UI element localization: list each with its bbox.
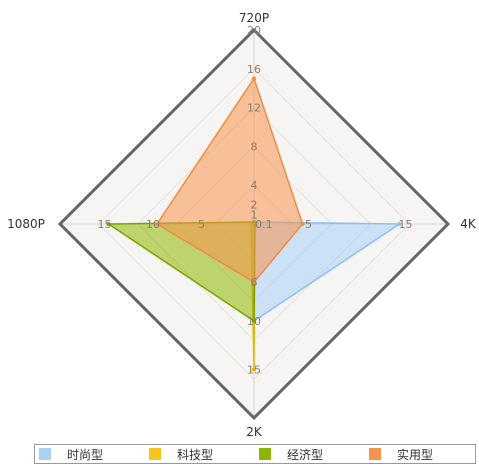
tick-label-1080p-2: 10 xyxy=(146,218,160,231)
tick-label-720p-6: 2 xyxy=(251,199,258,212)
tick-label-2k-3: 15 xyxy=(247,364,261,377)
legend-item-2: 科技型 xyxy=(145,446,255,463)
legend-item-4: 实用型 xyxy=(365,446,475,463)
legend-swatch xyxy=(369,448,381,460)
data-point-s4-4k xyxy=(300,222,305,226)
tick-label-4k-2: 5 xyxy=(305,218,312,231)
tick-label-720p-2: 16 xyxy=(247,63,261,76)
chart-legend: 时尚型 科技型 经济型 实用型 xyxy=(34,444,476,464)
axis-label-2k: 2K xyxy=(246,425,263,439)
tick-label-720p-5: 4 xyxy=(251,179,258,192)
data-point-s3-2k xyxy=(252,319,256,323)
legend-label: 实用型 xyxy=(397,447,434,462)
tick-label-720p-1: 20 xyxy=(247,24,261,37)
axis-label-4k: 4K xyxy=(460,217,477,231)
legend-swatch xyxy=(149,448,161,460)
data-point-s2-2k xyxy=(252,367,256,372)
legend-swatch xyxy=(259,448,271,460)
radar-chart: 20 16 12 8 4 210.1 5 15 6 10 15 5 10 15 720P 4K 2K 1080P xyxy=(7,11,477,439)
legend-item-3: 经济型 xyxy=(255,446,365,463)
plot-border xyxy=(57,27,451,421)
tick-label-720p-4: 8 xyxy=(251,140,258,153)
data-point-s3-1080p xyxy=(106,222,111,226)
tick-label-1080p-3: 15 xyxy=(98,218,112,231)
legend-swatch xyxy=(39,448,51,460)
axis-label-1080p: 1080P xyxy=(7,217,45,231)
tick-label-2k-1: 6 xyxy=(251,276,258,289)
legend-label: 经济型 xyxy=(287,447,324,462)
tick-label-1080p-1: 5 xyxy=(198,218,205,231)
tick-label-720p-3: 12 xyxy=(247,102,261,115)
legend-label: 时尚型 xyxy=(67,447,104,462)
tick-label-4k-1: 0.1 xyxy=(255,218,273,231)
data-point-s4-1080p xyxy=(155,222,159,226)
legend-label: 科技型 xyxy=(177,447,214,462)
axis-label-720p: 720P xyxy=(239,11,269,25)
tick-label-2k-2: 10 xyxy=(247,315,261,328)
tick-label-720p-7: 1 xyxy=(251,208,258,221)
legend-item-1: 时尚型 xyxy=(35,446,145,463)
tick-label-4k-3: 15 xyxy=(399,218,413,231)
data-point-s4-2k xyxy=(252,280,256,285)
data-point-s4-720p xyxy=(252,76,256,81)
data-point-s1-4k xyxy=(397,222,402,226)
